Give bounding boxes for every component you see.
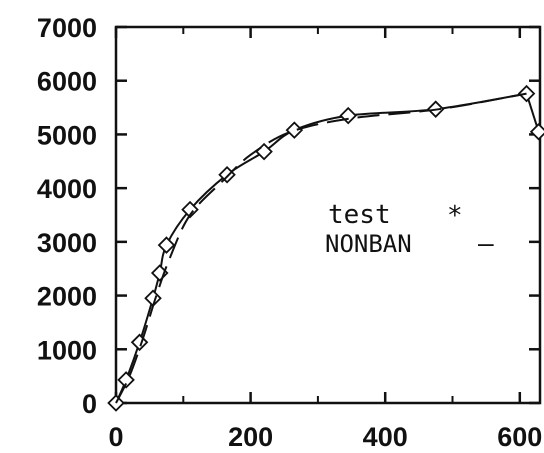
legend-entry-nonban: NONBAN (325, 230, 412, 258)
legend: test * NONBAN – (325, 200, 494, 259)
data-point-test (285, 121, 304, 139)
y-tick-label: 6000 (37, 67, 97, 97)
y-tick-label: 1000 (37, 335, 97, 365)
y-tick-label: 3000 (37, 228, 97, 258)
data-point-test (157, 236, 176, 254)
x-tick-label: 600 (497, 422, 542, 452)
data-point-test (117, 371, 135, 389)
data-point-test (181, 200, 199, 219)
y-tick-label: 5000 (37, 120, 97, 150)
x-tick-label: 0 (108, 422, 123, 452)
x-tick-label: 200 (228, 422, 273, 452)
data-point-test (529, 122, 544, 141)
y-tick-label: 7000 (37, 13, 97, 43)
legend-symbol-nonban: – (478, 229, 494, 259)
data-point-test (130, 333, 149, 352)
series-line-test (115, 92, 527, 404)
y-tick-label: 0 (82, 389, 97, 419)
legend-symbol-test: * (447, 201, 463, 231)
legend-entry-test: test (328, 200, 391, 230)
series-layer (107, 84, 544, 412)
y-tick-label: 4000 (37, 174, 97, 204)
data-point-test (255, 142, 273, 161)
series-line-nonban (115, 92, 527, 404)
plot-frame (114, 25, 542, 405)
y-tick-label: 2000 (37, 282, 97, 312)
x-tick-label: 400 (363, 422, 408, 452)
data-point-test (339, 106, 357, 125)
